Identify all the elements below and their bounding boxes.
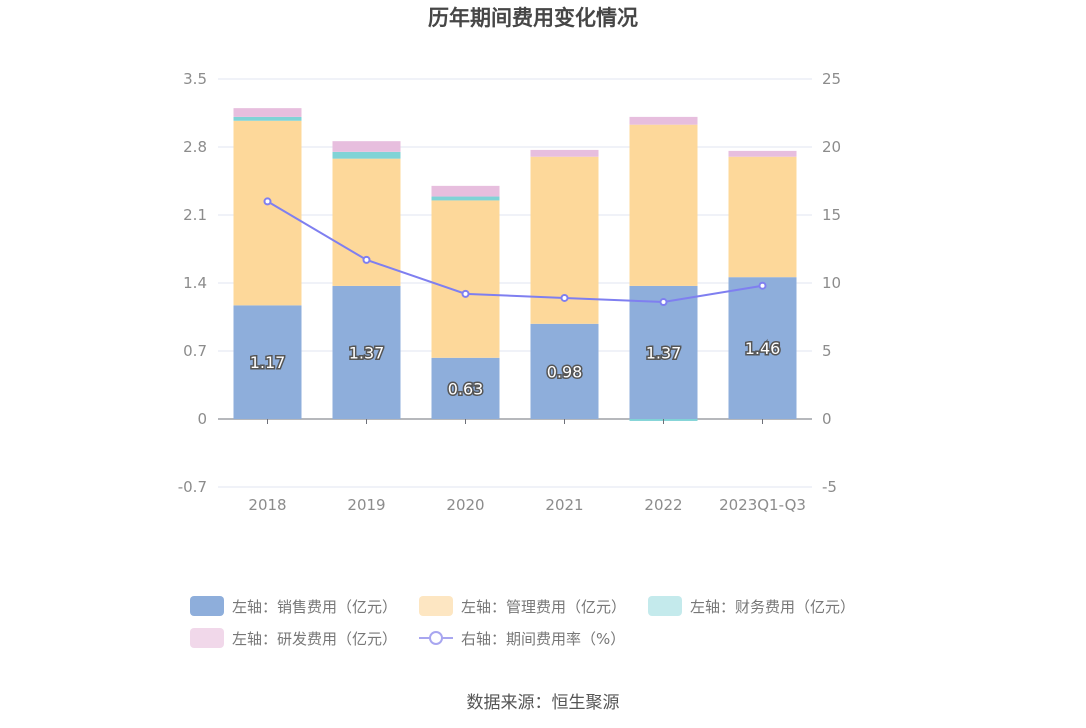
left-axis-ticks: -0.7 0 0.7 1.4 2.1 2.8 3.5: [178, 70, 207, 496]
x-axis: 2018 2019 2020 2021 2022 2023Q1-Q3: [248, 419, 806, 514]
left-tick-label: 0: [197, 410, 207, 428]
left-tick-label: -0.7: [178, 478, 207, 496]
data-label: 0.98: [547, 362, 583, 381]
x-tick-label: 2022: [644, 496, 682, 514]
legend-item-sales[interactable]: 左轴：销售费用（亿元）: [190, 596, 397, 617]
x-tick-label: 2021: [545, 496, 583, 514]
data-label: 1.46: [745, 339, 781, 358]
legend-swatch-admin: [419, 596, 454, 616]
left-tick-label: 1.4: [183, 274, 207, 292]
bar-segment-1-2020: [431, 200, 500, 358]
data-label: 1.17: [250, 353, 286, 372]
legend-swatch-finance: [648, 596, 683, 616]
rate-line-series: [263, 197, 767, 307]
rate-point: [362, 255, 371, 264]
bar-segment-3-2018: [233, 108, 302, 117]
bar-segment-1-2019: [332, 158, 401, 286]
bar-segment-2-2019: [332, 151, 401, 159]
bar-segment-1-2022: [629, 124, 698, 286]
x-tick-label: 2020: [446, 496, 484, 514]
left-tick-label: 3.5: [183, 70, 207, 88]
legend-label-rnd: 左轴：研发费用（亿元）: [232, 629, 398, 648]
grid-lines: [218, 78, 812, 488]
bar-segment-0-2023Q1-Q3: [728, 277, 797, 419]
right-tick-label: 0: [822, 410, 832, 428]
data-label: 1.37: [646, 343, 682, 362]
legend: 左轴：销售费用（亿元） 左轴：管理费用（亿元） 左轴：财务费用（亿元） 左轴：研…: [190, 590, 890, 654]
legend-line-icon: [419, 628, 454, 648]
bar-segment-1-2023Q1-Q3: [728, 156, 797, 278]
right-tick-label: 10: [822, 274, 841, 292]
legend-item-finance[interactable]: 左轴：财务费用（亿元）: [648, 596, 855, 617]
left-tick-label: 2.8: [183, 138, 207, 156]
bar-segment-2-2018: [233, 116, 302, 121]
left-tick-label: 2.1: [183, 206, 207, 224]
bar-segment-0-2020: [431, 357, 500, 419]
bar-series: [233, 108, 797, 421]
data-label: 0.63: [448, 379, 484, 398]
rate-point: [263, 197, 272, 206]
bar-segment-3-2022: [629, 116, 698, 125]
right-axis-ticks: -5 0 5 10 15 20 25: [822, 70, 841, 496]
x-tick-label: 2018: [248, 496, 286, 514]
right-tick-label: 5: [822, 342, 832, 360]
chart-title: 历年期间费用变化情况: [428, 6, 638, 30]
rate-point: [758, 281, 767, 290]
bar-segment-0-2022: [629, 285, 698, 419]
right-tick-label: 15: [822, 206, 841, 224]
source-note: 数据来源：恒生聚源: [466, 693, 620, 713]
legend-label-rate: 右轴：期间费用率（%）: [461, 629, 626, 648]
bar-segment-2-2020: [431, 196, 500, 201]
x-tick-label: 2019: [347, 496, 385, 514]
rate-point: [659, 298, 668, 307]
legend-swatch-rnd: [190, 628, 224, 648]
bar-segment-0-2021: [530, 323, 599, 419]
left-tick-label: 0.7: [183, 342, 207, 360]
x-tick-label: 2023Q1-Q3: [719, 496, 806, 514]
legend-swatch-sales: [190, 596, 224, 616]
bar-segment-3-2021: [530, 149, 599, 157]
legend-item-rnd[interactable]: 左轴：研发费用（亿元）: [190, 628, 397, 649]
rate-line: [266, 200, 763, 304]
bar-segment-3-2019: [332, 141, 401, 152]
right-tick-label: -5: [822, 478, 837, 496]
legend-label-sales: 左轴：销售费用（亿元）: [232, 597, 398, 616]
legend-label-finance: 左轴：财务费用（亿元）: [690, 597, 856, 616]
data-labels: 1.17 1.37 0.63 0.98 1.37 1.46: [248, 338, 782, 400]
data-label: 1.37: [349, 343, 385, 362]
legend-item-rate[interactable]: 右轴：期间费用率（%）: [419, 628, 625, 649]
legend-label-admin: 左轴：管理费用（亿元）: [461, 597, 627, 616]
right-tick-label: 25: [822, 70, 841, 88]
bar-segment-3-2020: [431, 185, 500, 197]
rate-point: [560, 293, 569, 302]
bar-segment-0-2018: [233, 305, 302, 419]
legend-item-admin[interactable]: 左轴：管理费用（亿元）: [419, 596, 626, 617]
rate-point: [461, 289, 470, 298]
right-tick-label: 20: [822, 138, 841, 156]
bar-segment-1-2018: [233, 120, 302, 306]
bar-segment-0-2019: [332, 285, 401, 419]
bar-segment-3-2023Q1-Q3: [728, 150, 797, 157]
